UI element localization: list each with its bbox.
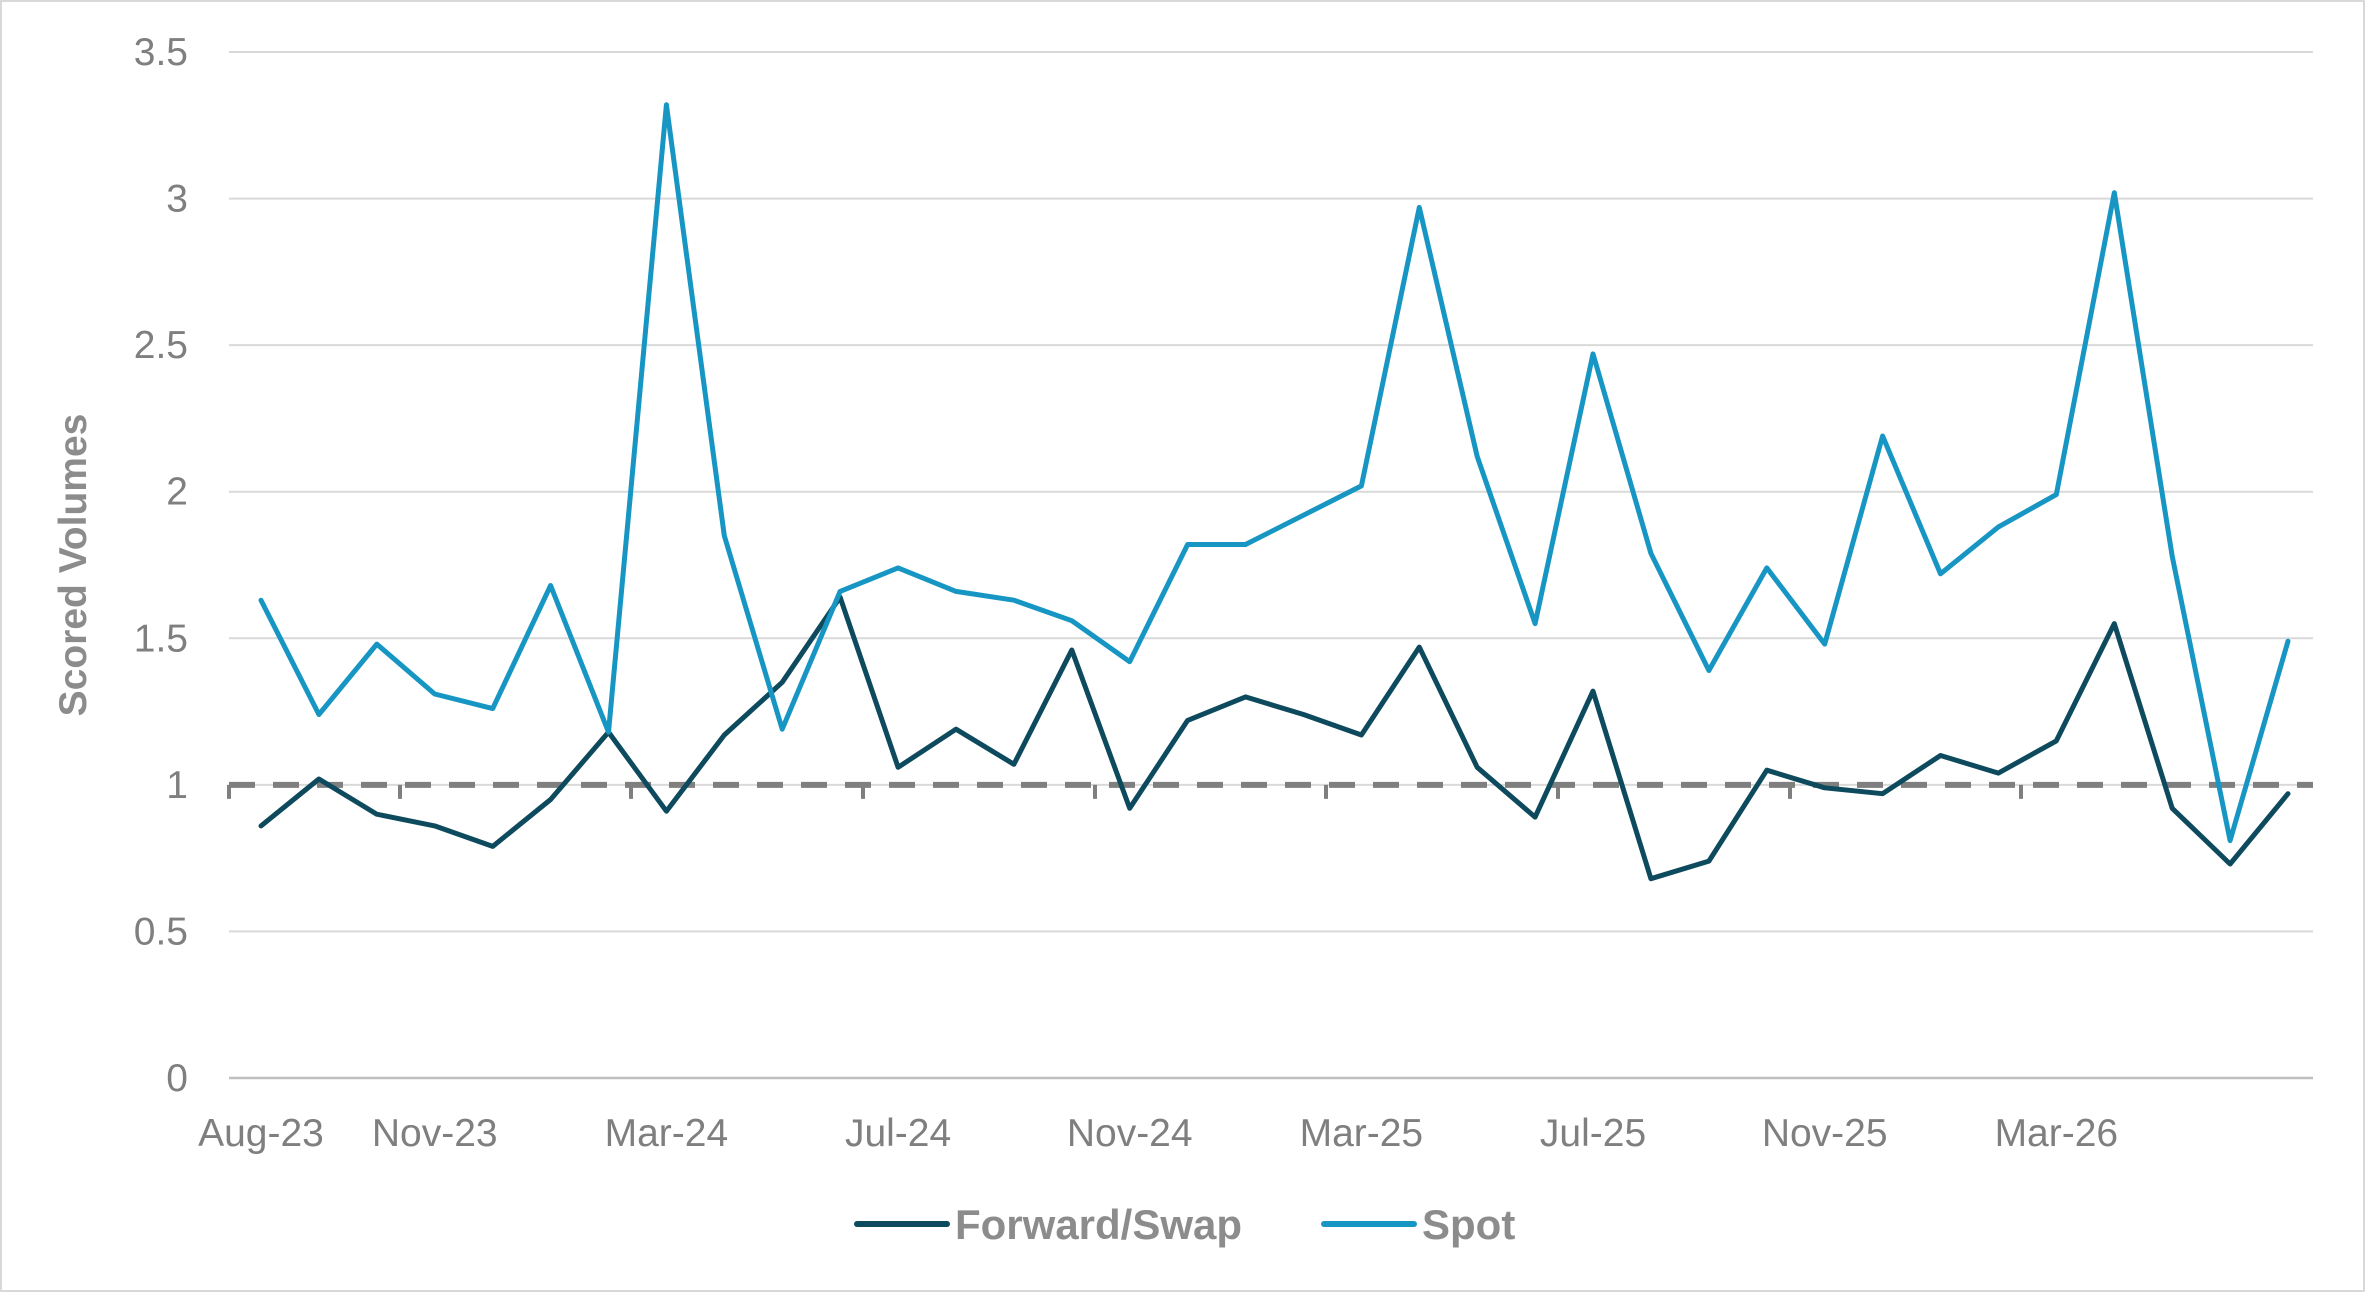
series-line-spot [258,102,2291,844]
series-line-forward-swap [258,594,2291,882]
y-tick-label: 0.5 [134,910,188,953]
x-tick-label: Mar-24 [605,1112,729,1155]
reference-line-layer [227,781,2313,799]
x-tick-label: Nov-25 [1762,1112,1888,1155]
y-tick-label: 0 [166,1057,188,1100]
y-tick-label: 3 [166,178,188,221]
series-lines [258,102,2291,882]
y-axis-tick-labels: 0 0.5 1 1.5 2 2.5 3 3.5 [134,31,188,1100]
legend-label-spot: Spot [1422,1201,1515,1248]
gridlines [229,51,2313,1080]
y-tick-label: 1 [166,764,188,807]
x-tick-label: Mar-25 [1300,1112,1424,1155]
x-tick-label: Mar-26 [1995,1112,2119,1155]
y-tick-label: 1.5 [134,617,188,660]
y-axis-title: Scored Volumes [52,414,95,717]
x-tick-label: Jul-25 [1540,1112,1646,1155]
x-tick-label: Jul-24 [845,1112,951,1155]
y-tick-label: 3.5 [134,31,188,74]
x-tick-label: Nov-24 [1067,1112,1193,1155]
legend-label-forward-swap: Forward/Swap [955,1201,1242,1248]
x-axis-tick-labels: Aug-23 Nov-23 Mar-24 Jul-24 Nov-24 Mar-25 Jul-… [198,1112,2118,1155]
legend: Forward/Swap Spot [854,1201,1515,1248]
y-tick-label: 2 [166,471,188,514]
x-tick-label: Nov-23 [372,1112,498,1155]
y-tick-label: 2.5 [134,324,188,367]
x-tick-label: Aug-23 [198,1112,324,1155]
